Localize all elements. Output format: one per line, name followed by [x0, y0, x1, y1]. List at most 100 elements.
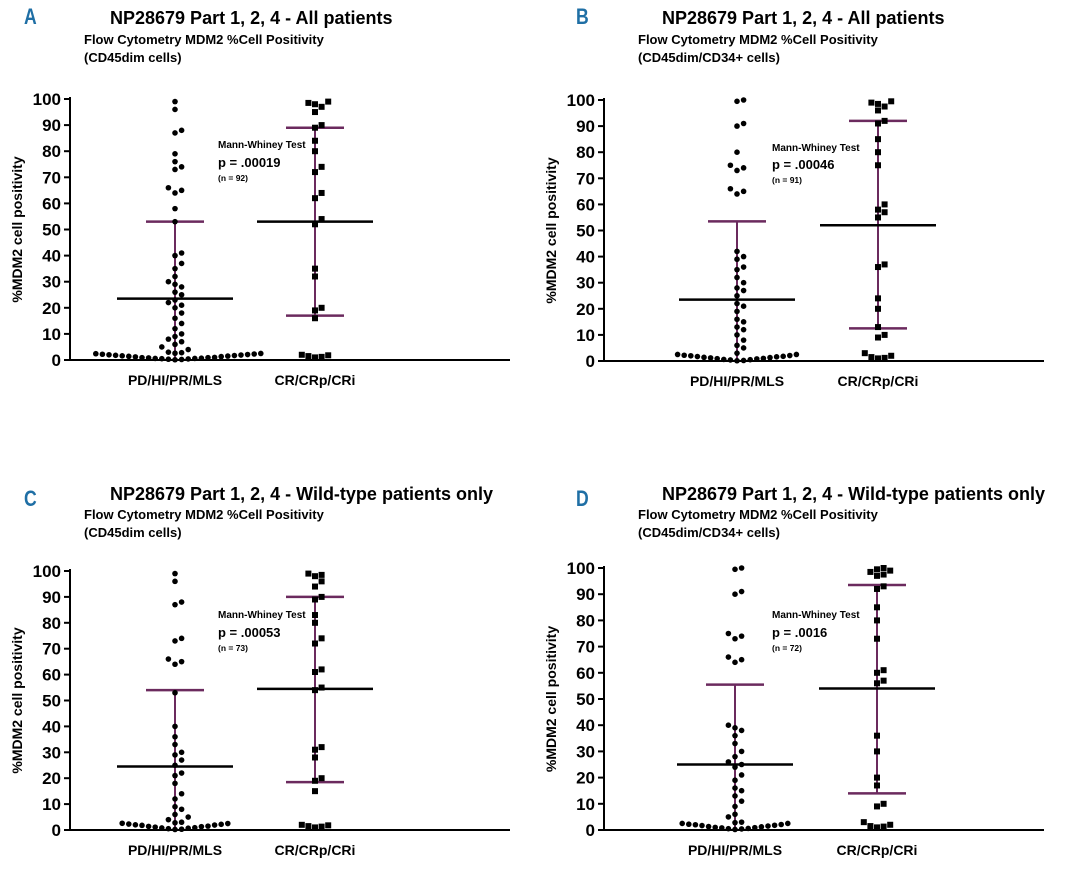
y-tick-label: 20 [576, 769, 595, 788]
data-point-square [325, 98, 332, 105]
data-point-square [860, 819, 867, 826]
data-point-square [305, 570, 312, 577]
data-point-circle [172, 218, 178, 225]
y-axis-title: %MDM2 cell positivity [543, 626, 559, 772]
data-point-circle [738, 748, 745, 755]
data-point-square [875, 334, 881, 341]
y-tick-label: 60 [42, 666, 61, 685]
data-point-square [318, 666, 325, 673]
data-point-circle [172, 98, 178, 105]
data-point-circle [178, 250, 185, 256]
data-point-circle [244, 351, 251, 358]
data-point-circle [178, 164, 185, 170]
data-point-circle [740, 337, 747, 343]
data-point-circle [778, 821, 784, 828]
data-point-square [312, 583, 318, 590]
data-point-circle [172, 281, 178, 288]
data-point-circle [159, 344, 165, 350]
data-point-circle [740, 120, 747, 127]
data-point-circle [758, 824, 765, 830]
data-point-circle [178, 356, 185, 363]
data-point-circle [740, 253, 747, 260]
data-point-circle [172, 273, 178, 280]
data-point-circle [674, 351, 681, 358]
data-point-circle [679, 820, 685, 827]
data-point-circle [225, 820, 231, 827]
y-tick-label: 10 [42, 325, 61, 344]
data-point-circle [734, 285, 740, 291]
chart-subtitle-cells: (CD45dim cells) [84, 50, 182, 65]
data-point-square [875, 295, 881, 302]
chart-subtitle-cells: (CD45dim/CD34+ cells) [638, 525, 780, 540]
data-point-circle [198, 355, 205, 361]
data-point-square [298, 351, 305, 358]
data-point-circle [172, 741, 178, 748]
data-point-square [318, 163, 325, 170]
y-tick-label: 30 [42, 743, 61, 762]
data-point-square [312, 124, 318, 131]
data-point-square [874, 604, 880, 611]
data-point-circle [132, 354, 139, 360]
data-point-circle [172, 578, 178, 585]
data-point-circle [178, 599, 185, 605]
data-point-circle [773, 354, 780, 360]
data-point-square [874, 782, 880, 789]
y-tick-label: 20 [576, 300, 595, 319]
data-point-square [318, 571, 325, 578]
data-point-circle [126, 353, 132, 360]
data-point-circle [165, 184, 172, 191]
y-tick-label: 30 [576, 274, 595, 293]
y-axis-title: %MDM2 cell positivity [9, 627, 25, 773]
data-point-circle [178, 310, 185, 316]
data-point-circle [740, 287, 747, 294]
data-point-circle [767, 354, 773, 361]
data-point-circle [178, 338, 185, 345]
data-point-circle [172, 356, 178, 363]
y-tick-label: 0 [586, 821, 595, 840]
data-point-square [874, 803, 880, 810]
data-point-square [880, 800, 887, 807]
y-tick-label: 50 [42, 692, 61, 711]
data-point-square [868, 99, 875, 106]
data-point-circle [178, 806, 185, 813]
data-point-square [318, 744, 325, 751]
data-point-circle [178, 770, 185, 776]
y-tick-label: 90 [576, 585, 595, 604]
data-point-circle [727, 357, 734, 363]
data-point-circle [734, 274, 740, 281]
data-point-circle [126, 821, 132, 827]
data-point-circle [172, 205, 178, 212]
data-point-square [881, 201, 888, 208]
data-point-square [318, 189, 325, 196]
scatter-plot: 0 10 20 30 40 50 60 70 80 90 100 %MDM2 cell positiv… [9, 562, 510, 858]
data-point-square [312, 101, 318, 108]
data-point-circle [165, 278, 172, 285]
data-point-circle [732, 753, 738, 760]
data-point-circle [172, 106, 178, 113]
data-point-circle [734, 300, 740, 307]
data-point-circle [178, 291, 185, 298]
y-tick-label: 40 [576, 716, 595, 735]
data-point-circle [178, 790, 185, 797]
data-point-square [875, 100, 881, 107]
data-point-circle [754, 356, 760, 362]
data-point-circle [198, 823, 205, 830]
data-point-circle [185, 814, 191, 820]
data-point-square [318, 103, 325, 110]
y-tick-label: 70 [576, 638, 595, 657]
data-point-circle [152, 824, 158, 830]
x-tick-label: CR/CRp/CRi [275, 842, 356, 858]
y-tick-label: 70 [42, 168, 61, 187]
data-point-square [887, 821, 894, 828]
data-point-square [875, 355, 881, 362]
data-point-circle [734, 167, 740, 174]
data-point-circle [178, 757, 185, 763]
chart-panel-b: B NP28679 Part 1, 2, 4 - All patients Fl… [534, 0, 1068, 420]
data-point-square [312, 221, 318, 228]
data-point-circle [732, 811, 738, 818]
data-point-square [312, 612, 318, 619]
data-point-square [874, 680, 880, 687]
data-point-circle [172, 723, 178, 730]
data-point-square [875, 120, 881, 127]
y-tick-label: 30 [576, 742, 595, 761]
